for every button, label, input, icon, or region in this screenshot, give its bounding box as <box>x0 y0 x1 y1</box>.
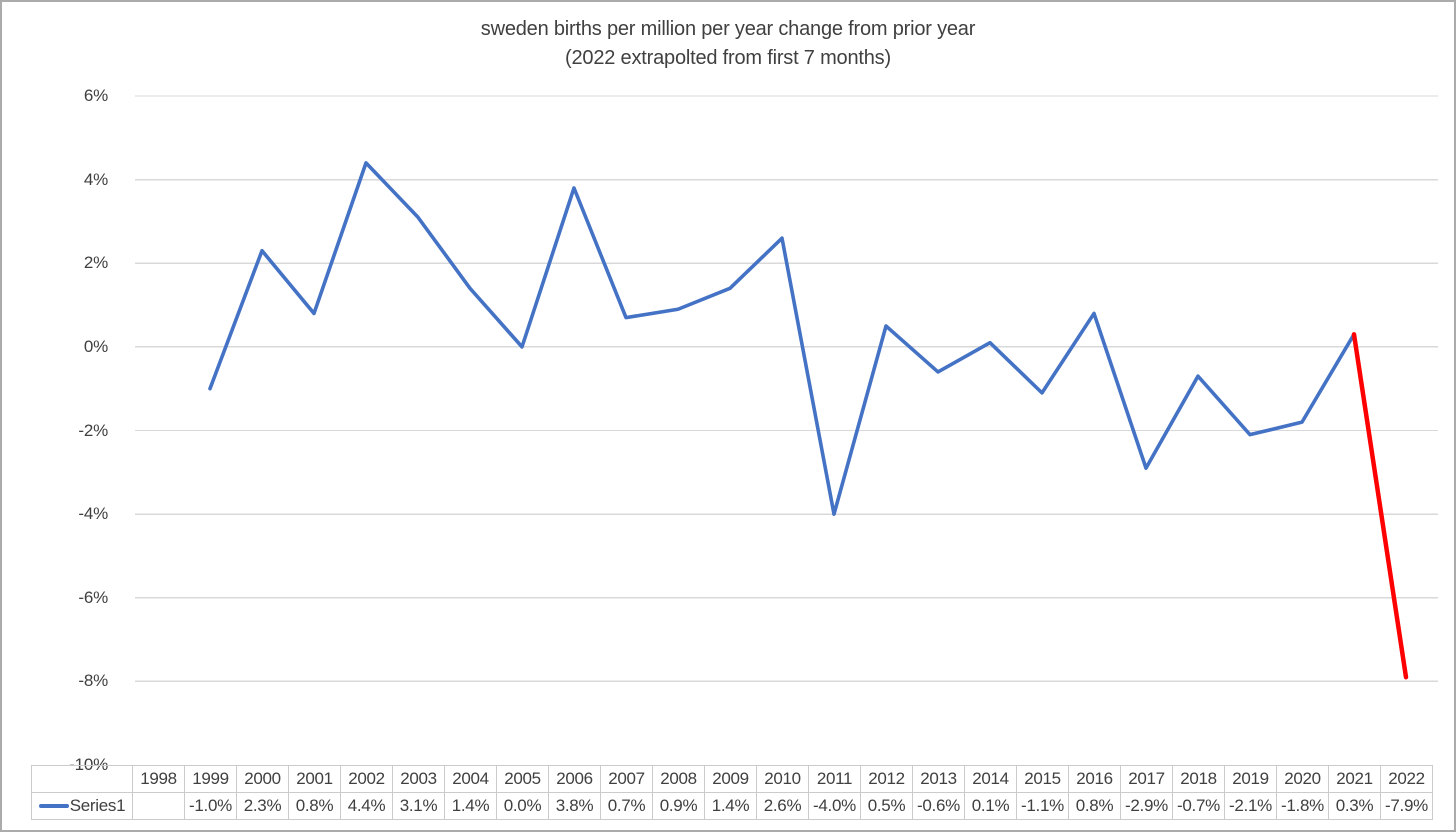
value-cell: -0.7% <box>1172 792 1225 820</box>
year-header-cell: 2021 <box>1328 765 1381 793</box>
year-header-cell: 2006 <box>548 765 601 793</box>
year-header-cell: 2003 <box>392 765 445 793</box>
value-cell: -1.1% <box>1016 792 1069 820</box>
year-header-cell: 2010 <box>756 765 809 793</box>
y-axis-tick-label: 2% <box>83 253 108 273</box>
year-header-cell: 1999 <box>184 765 237 793</box>
legend-inner: Series1 <box>33 796 132 816</box>
year-header-cell: 2000 <box>236 765 289 793</box>
value-cell: 3.1% <box>392 792 445 820</box>
year-header-cell: 2022 <box>1380 765 1433 793</box>
year-header-cell: 2004 <box>444 765 497 793</box>
year-header-cell: 2016 <box>1068 765 1121 793</box>
year-header-cell: 2007 <box>600 765 653 793</box>
year-header-cell: 2018 <box>1172 765 1225 793</box>
value-cell: -2.1% <box>1224 792 1277 820</box>
year-header-cell: 2002 <box>340 765 393 793</box>
year-header-cell: 2001 <box>288 765 341 793</box>
year-header-cell: 2012 <box>860 765 913 793</box>
year-header-cell: 2020 <box>1276 765 1329 793</box>
year-header-cell: 2005 <box>496 765 549 793</box>
y-axis-tick-label: -8% <box>78 671 108 691</box>
value-cell: -4.0% <box>808 792 861 820</box>
y-axis-tick-label: 0% <box>83 336 108 356</box>
value-cell: 2.3% <box>236 792 289 820</box>
gridlines <box>135 95 1438 683</box>
value-cell: 4.4% <box>340 792 393 820</box>
value-cell: 1.4% <box>704 792 757 820</box>
value-cell: -7.9% <box>1380 792 1433 820</box>
value-cell: -1.0% <box>184 792 237 820</box>
y-axis-tick-label: -6% <box>78 587 108 607</box>
year-header-cell: 2011 <box>808 765 861 793</box>
value-cell: -2.9% <box>1120 792 1173 820</box>
year-header-cell: 2015 <box>1016 765 1069 793</box>
table-row-years: 1998 1999 2000 2001 2002 2003 2004 2005 2006 2007… <box>31 765 1433 793</box>
chart-title: sweden births per million per year chang… <box>2 15 1454 73</box>
value-cell: 3.8% <box>548 792 601 820</box>
year-header-cell: 2008 <box>652 765 705 793</box>
value-cell: -1.8% <box>1276 792 1329 820</box>
y-axis-tick-label: -4% <box>78 504 108 524</box>
y-axis-tick-label: -2% <box>78 420 108 440</box>
year-header-cell: 2017 <box>1120 765 1173 793</box>
year-header-cell: 1998 <box>132 765 185 793</box>
chart-title-line2: (2022 extrapolted from first 7 months) <box>565 47 891 69</box>
value-cell: 0.5% <box>860 792 913 820</box>
year-header-cell: 2019 <box>1224 765 1277 793</box>
value-cell: 0.3% <box>1328 792 1381 820</box>
table-corner-cell <box>31 765 133 793</box>
value-cell: 0.7% <box>600 792 653 820</box>
value-cell: 0.0% <box>496 792 549 820</box>
year-header-cell: 2013 <box>912 765 965 793</box>
series1-line <box>208 161 1356 516</box>
value-cell: 0.8% <box>288 792 341 820</box>
series1-label: Series1 <box>69 796 126 815</box>
year-header-cell: 2014 <box>964 765 1017 793</box>
year-header-cell: 2009 <box>704 765 757 793</box>
highlight-segment-line <box>1351 332 1409 680</box>
chart-title-line1: sweden births per million per year chang… <box>480 18 976 40</box>
data-table: 1998 1999 2000 2001 2002 2003 2004 2005 2006 2007… <box>31 765 1433 820</box>
y-axis-tick-label: 6% <box>83 86 108 105</box>
plot-area <box>135 95 1438 683</box>
value-cell: 2.6% <box>756 792 809 820</box>
value-cell: 0.9% <box>652 792 705 820</box>
legend-cell: Series1 <box>31 792 133 820</box>
y-axis: 6% 4% 2% 0% -2% -4% -6% -8% -10% <box>2 2 110 830</box>
series1-line-swatch <box>38 804 69 808</box>
value-cell: 0.8% <box>1068 792 1121 820</box>
value-cell: -0.6% <box>912 792 965 820</box>
value-cell: 0.1% <box>964 792 1017 820</box>
y-axis-tick-label: 4% <box>83 169 108 189</box>
value-cell <box>132 792 185 820</box>
table-row-values: Series1 -1.0% 2.3% 0.8% 4.4% 3.1% 1.4% 0.0% 3.8… <box>31 792 1433 820</box>
value-cell: 1.4% <box>444 792 497 820</box>
